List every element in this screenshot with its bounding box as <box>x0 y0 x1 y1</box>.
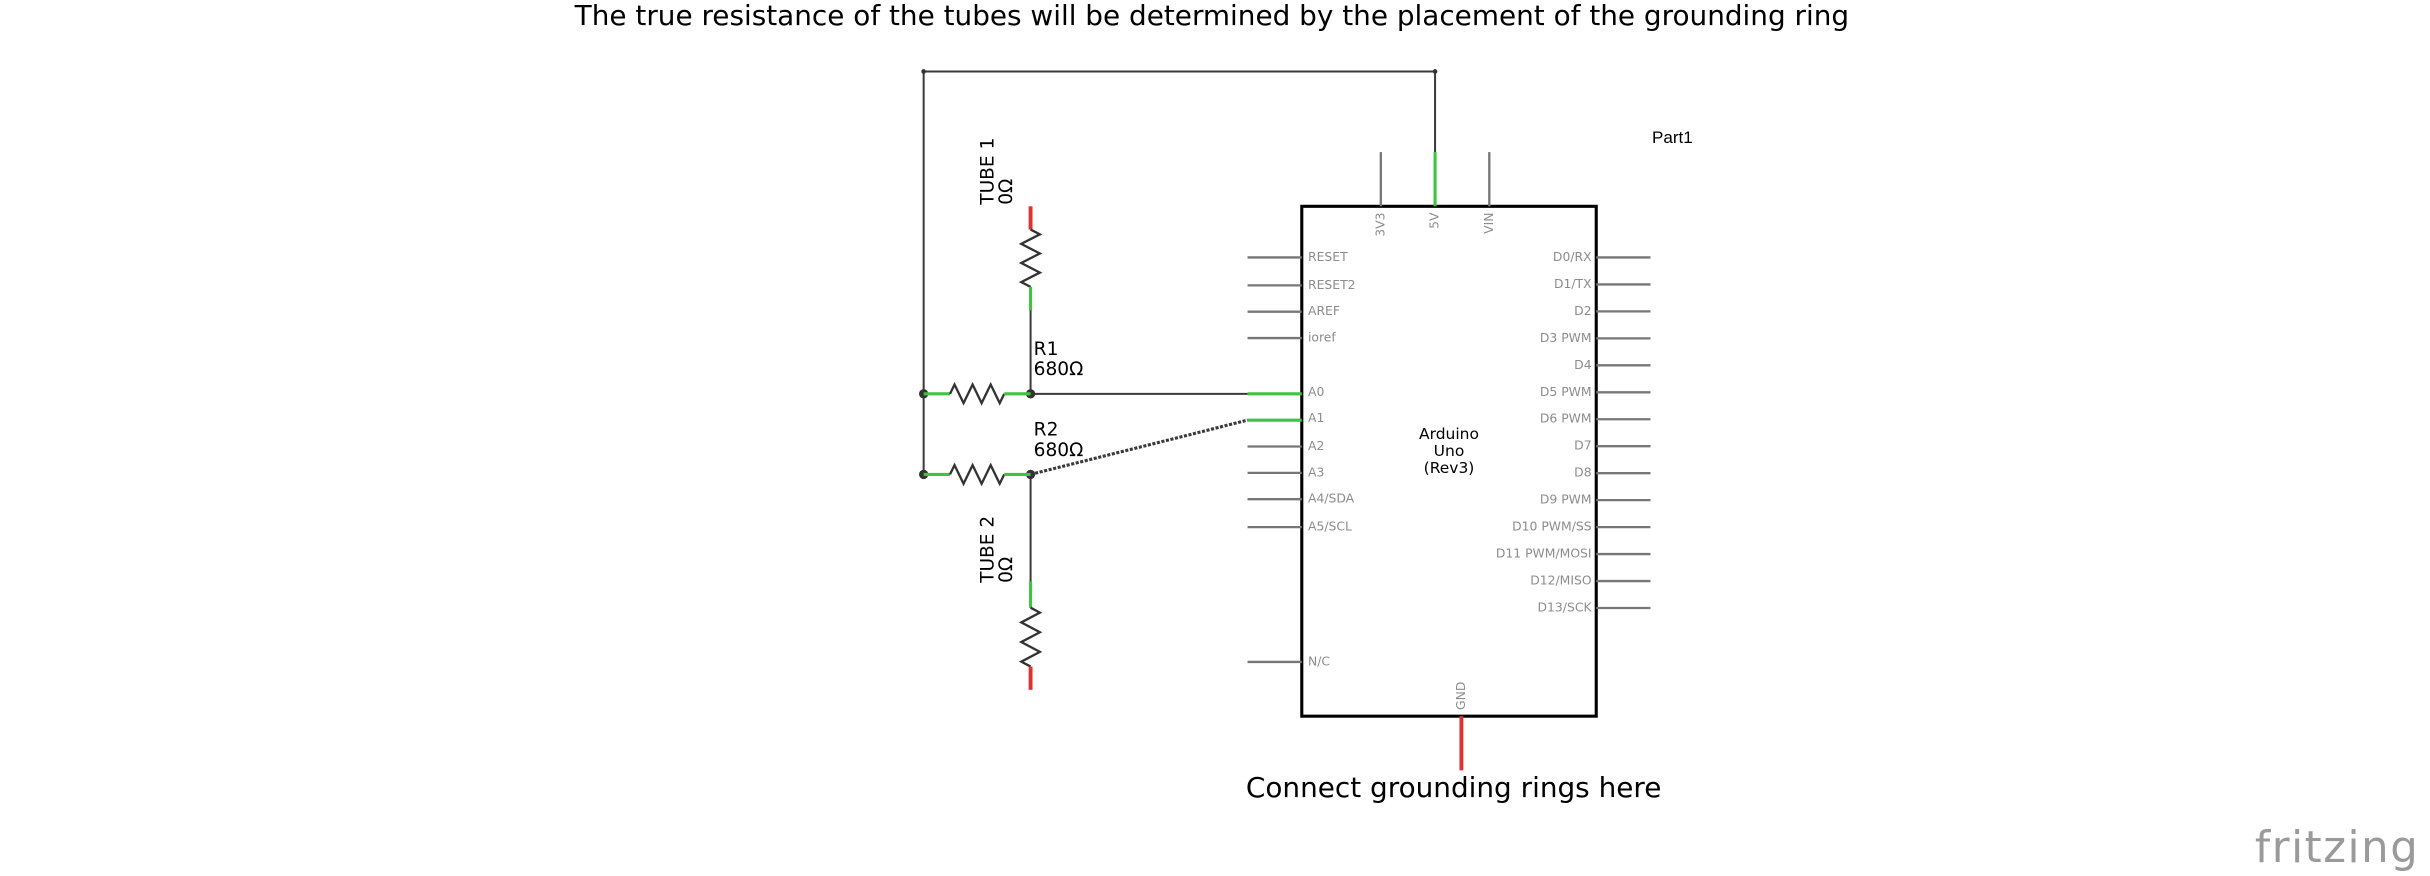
title: The true resistance of the tubes will be… <box>574 0 1849 32</box>
resistor <box>1018 228 1043 288</box>
pin-label: AREF <box>1308 303 1340 318</box>
pin-label: ioref <box>1308 330 1336 345</box>
component-name: TUBE 2 <box>977 516 998 584</box>
pin-label: RESET <box>1308 249 1348 264</box>
pin-label: D6 PWM <box>1540 411 1592 426</box>
logo: fritzing <box>2255 823 2419 873</box>
wires <box>922 70 1437 608</box>
pin-label: 5V <box>1427 212 1442 229</box>
pin-label: D5 PWM <box>1540 384 1592 399</box>
pin-label: D13/SCK <box>1538 600 1593 615</box>
pin-label: D9 PWM <box>1540 492 1592 507</box>
wire <box>1030 418 1248 476</box>
pin-label: RESET2 <box>1308 277 1356 292</box>
arduino-body <box>1300 204 1598 718</box>
part-label: Part1 <box>1652 128 1693 147</box>
pin-label: N/C <box>1308 653 1330 668</box>
pin-label: D1/TX <box>1554 276 1592 291</box>
pin-label: D10 PWM/SS <box>1512 519 1592 534</box>
node <box>921 69 926 74</box>
pin-label: D2 <box>1574 303 1591 318</box>
wire <box>922 70 1437 475</box>
board-label: (Rev3) <box>1424 459 1475 477</box>
component-value: 0Ω <box>996 557 1017 583</box>
resistor <box>948 381 1006 406</box>
pin-ends <box>1247 152 1437 422</box>
pin-label: A3 <box>1308 464 1324 479</box>
resistor <box>948 462 1006 487</box>
pin-label: GND <box>1453 682 1468 710</box>
component-name: R1 <box>1034 339 1059 360</box>
resistor <box>1018 606 1043 668</box>
component-name: TUBE 1 <box>977 138 998 206</box>
pin-label: A0 <box>1308 384 1324 399</box>
pin-label: D7 <box>1574 438 1591 453</box>
pin-label: A4/SDA <box>1308 491 1355 506</box>
pin-label: D11 PWM/MOSI <box>1496 546 1592 561</box>
component-name: R2 <box>1034 420 1059 441</box>
component-value: 0Ω <box>996 179 1017 205</box>
board-label: Uno <box>1434 442 1465 460</box>
pin-label: A2 <box>1308 438 1324 453</box>
pin-label: A5/SCL <box>1308 519 1352 534</box>
component-value: 680Ω <box>1034 440 1084 461</box>
nodes <box>918 69 1438 480</box>
board-label: Arduino <box>1419 425 1479 443</box>
pin-label: D0/RX <box>1553 249 1592 264</box>
note: Connect grounding rings here <box>1246 771 1661 804</box>
pin-label: D3 PWM <box>1540 330 1592 345</box>
pin-label: A1 <box>1308 410 1324 425</box>
component-value: 680Ω <box>1034 359 1084 380</box>
pin-label: D12/MISO <box>1530 573 1592 588</box>
pin-label: D8 <box>1574 465 1592 480</box>
pin-label: 3V3 <box>1372 213 1387 237</box>
node <box>1432 69 1438 74</box>
pin-label: VIN <box>1481 213 1496 234</box>
pin-label: D4 <box>1574 357 1592 372</box>
